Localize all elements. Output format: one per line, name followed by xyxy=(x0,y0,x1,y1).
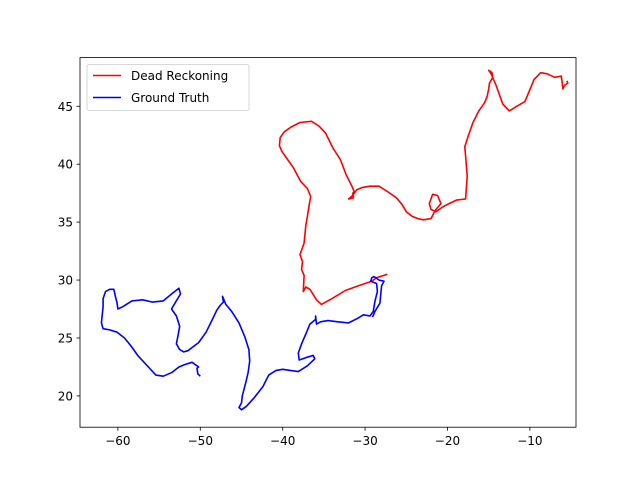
legend-box xyxy=(86,64,250,111)
x-tick-label: −60 xyxy=(105,434,130,448)
y-tick-label: 40 xyxy=(58,158,73,172)
plot-lines xyxy=(100,69,569,411)
x-tick-label: −30 xyxy=(352,434,377,448)
y-tick-label: 25 xyxy=(58,331,73,345)
y-tick-label: 35 xyxy=(58,216,73,230)
x-tick-label: −10 xyxy=(517,434,542,448)
legend-label-ground-truth: Ground Truth xyxy=(131,91,209,105)
x-tick-label: −50 xyxy=(188,434,213,448)
y-tick-label: 20 xyxy=(58,389,73,403)
x-axis-ticks: −60 −50 −40 −30 −20 −10 xyxy=(105,427,543,448)
legend-label-dead-reckoning: Dead Reckoning xyxy=(131,69,228,83)
y-tick-label: 30 xyxy=(58,274,73,288)
y-tick-label: 45 xyxy=(58,100,73,114)
series-line-ground-truth xyxy=(100,275,385,411)
y-axis-ticks: 20 25 30 35 40 45 xyxy=(58,100,80,403)
x-tick-label: −40 xyxy=(270,434,295,448)
axes-frame xyxy=(79,57,577,428)
x-tick-label: −20 xyxy=(435,434,460,448)
legend: Dead Reckoning Ground Truth xyxy=(86,64,250,111)
series-line-dead-reckoning xyxy=(278,69,569,306)
